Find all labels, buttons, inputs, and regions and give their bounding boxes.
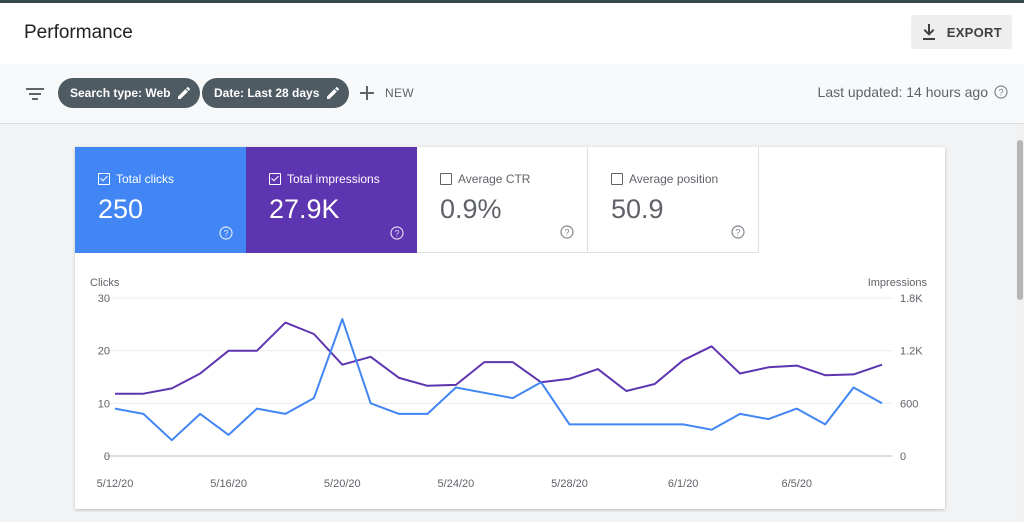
metric-label-row: Average CTR (440, 172, 530, 186)
metric-total-impressions[interactable]: Total impressions 27.9K ? (246, 147, 417, 253)
svg-text:?: ? (394, 229, 399, 239)
y-tick-label-left: 30 (98, 293, 110, 305)
metric-value: 250 (98, 194, 144, 224)
series-line-impressions (115, 321, 883, 395)
metric-label-row: Average position (611, 172, 718, 186)
series-line-clicks (114, 318, 883, 442)
x-tick-label: 5/16/20 (210, 478, 247, 490)
performance-chart[interactable]: Clicks Impressions 0 0 10 600 20 1.2K 30 1.8K 5/12… (75, 253, 945, 509)
metric-label: Total clicks (116, 172, 175, 186)
plus-icon (360, 86, 374, 100)
y-tick-label-right: 0 (900, 451, 906, 463)
new-filter-label: NEW (385, 86, 414, 100)
edit-icon (327, 86, 340, 99)
help-icon[interactable]: ? (560, 225, 574, 239)
metric-value: 0.9% (440, 194, 502, 224)
metric-label: Total impressions (287, 172, 380, 186)
y-tick-label-right: 1.2K (900, 346, 923, 358)
y-tick-label-right: 600 (900, 398, 918, 410)
export-button[interactable]: EXPORT (910, 15, 1012, 49)
edit-icon (178, 86, 191, 99)
new-filter-button[interactable]: NEW (360, 81, 414, 105)
help-icon[interactable]: ? (731, 225, 745, 239)
checkbox-unchecked-icon[interactable] (611, 173, 623, 185)
x-tick-label: 6/5/20 (781, 478, 812, 490)
export-label: EXPORT (946, 24, 1002, 40)
x-tick-label: 5/20/20 (324, 478, 361, 490)
filter-icon[interactable] (25, 84, 45, 104)
checkbox-checked-icon[interactable] (269, 173, 281, 185)
metric-label: Average CTR (458, 172, 531, 186)
date-chip[interactable]: Date: Last 28 days (202, 78, 350, 108)
help-icon[interactable]: ? (390, 226, 404, 240)
metric-total-clicks[interactable]: Total clicks 250 ? (75, 147, 246, 253)
metric-label-row: Total clicks (98, 172, 174, 186)
performance-card: Total clicks 250 ? Total impressions 27.… (75, 147, 945, 509)
metric-average-ctr[interactable]: Average CTR 0.9% ? (417, 147, 588, 253)
top-app-bar: Performance EXPORT (0, 0, 1024, 64)
last-updated: Last updated: 14 hours ago ? (818, 84, 1008, 100)
y-axis-right-title: Impressions (868, 277, 928, 289)
svg-text:?: ? (998, 88, 1003, 98)
help-icon[interactable]: ? (219, 226, 233, 240)
page-scrollbar[interactable] (1016, 124, 1024, 522)
svg-text:?: ? (564, 228, 569, 238)
checkbox-unchecked-icon[interactable] (440, 173, 452, 185)
y-axis-left-title: Clicks (90, 277, 120, 289)
x-tick-label: 5/24/20 (438, 478, 475, 490)
help-icon[interactable]: ? (994, 85, 1008, 99)
x-tick-label: 5/12/20 (97, 478, 134, 490)
y-tick-label-left: 20 (98, 346, 110, 358)
svg-text:?: ? (735, 228, 740, 238)
svg-text:?: ? (223, 229, 228, 239)
last-updated-text: Last updated: 14 hours ago (817, 84, 988, 100)
download-icon (922, 24, 935, 40)
filter-bar: Search type: Web Date: Last 28 days NEW … (0, 64, 1024, 124)
metric-value: 27.9K (269, 194, 340, 224)
checkbox-checked-icon[interactable] (98, 173, 110, 185)
y-tick-label-right: 1.8K (900, 293, 923, 305)
metric-label-row: Total impressions (269, 172, 380, 186)
x-tick-label: 5/28/20 (551, 478, 588, 490)
metric-label: Average position (629, 172, 719, 186)
search-type-chip[interactable]: Search type: Web (58, 78, 201, 108)
page-title: Performance (24, 22, 133, 43)
y-tick-label-left: 10 (98, 398, 110, 410)
date-chip-label: Date: Last 28 days (214, 86, 320, 100)
metric-average-position[interactable]: Average position 50.9 ? (588, 147, 759, 253)
x-tick-label: 6/1/20 (668, 478, 699, 490)
y-tick-label-left: 0 (104, 451, 110, 463)
metric-value: 50.9 (611, 194, 664, 224)
search-type-chip-label: Search type: Web (70, 86, 171, 100)
scrollbar-thumb[interactable] (1017, 140, 1023, 300)
